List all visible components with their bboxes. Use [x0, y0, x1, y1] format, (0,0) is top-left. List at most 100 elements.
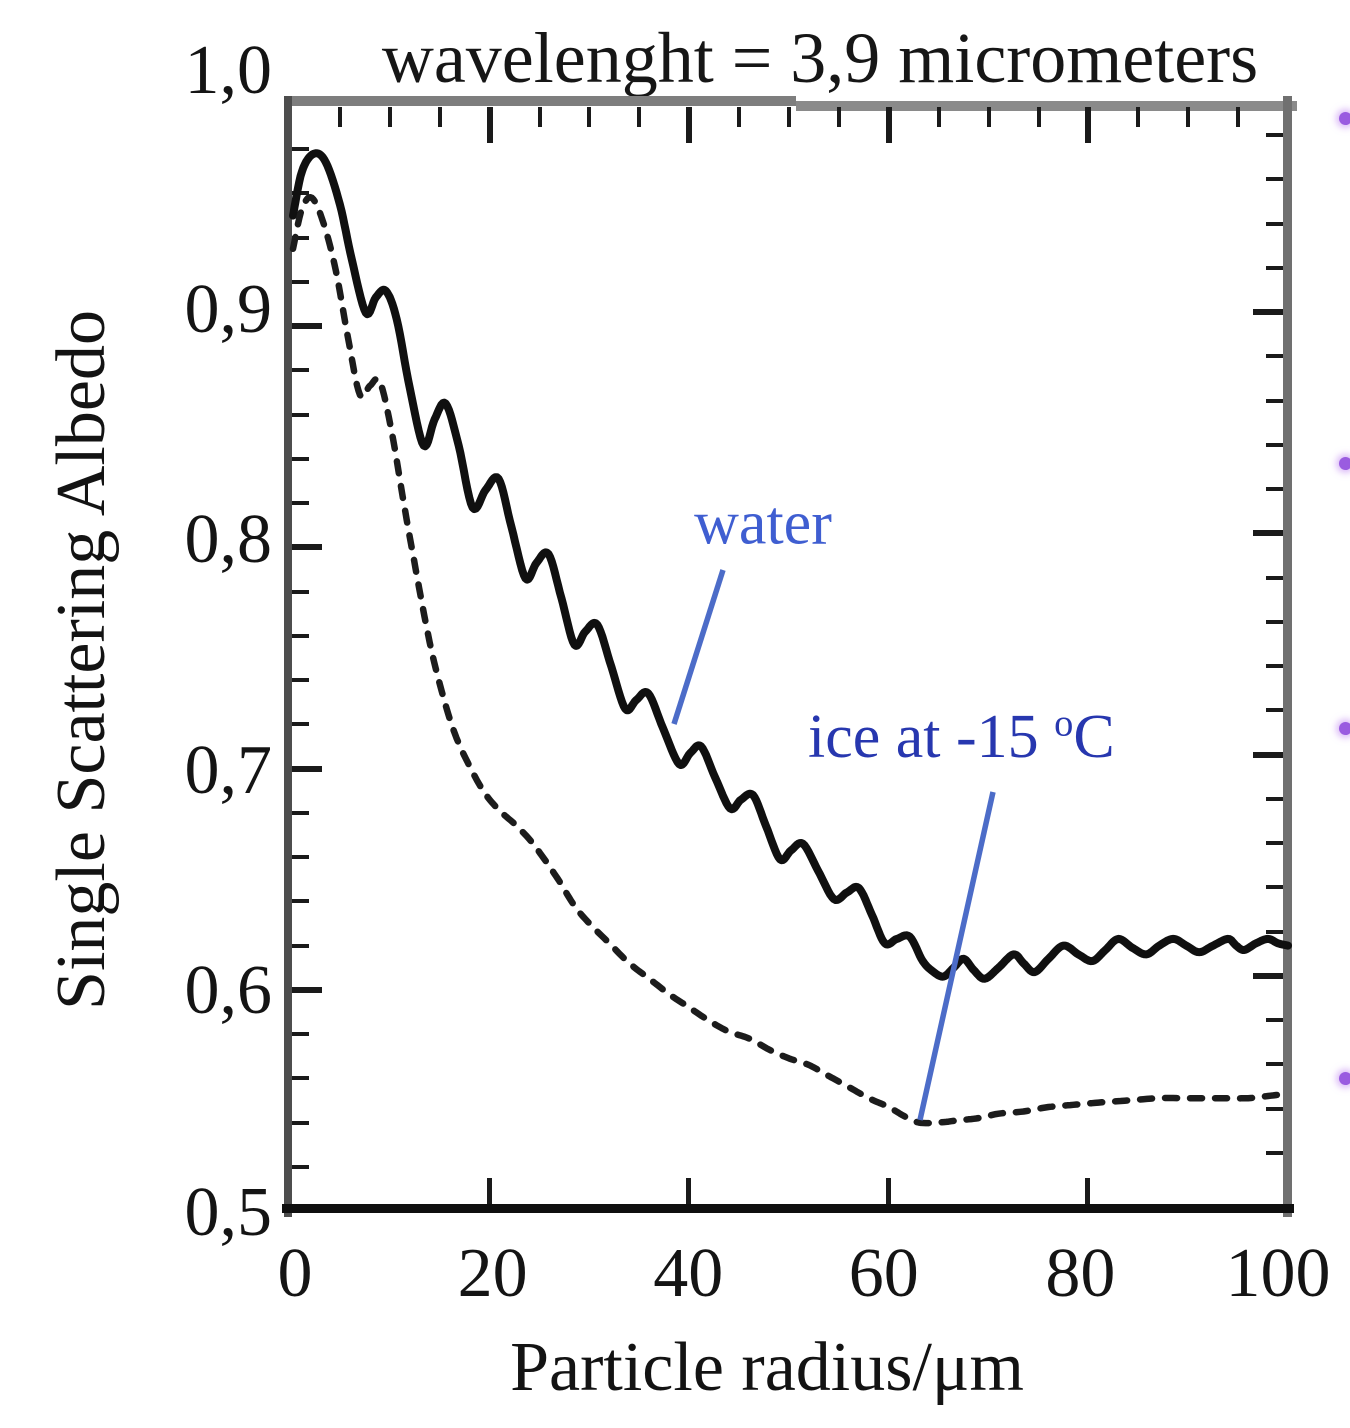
axis-tick: [292, 412, 309, 417]
ice-label: ice at -15 oC: [808, 702, 1115, 773]
axis-tick: [1266, 1018, 1283, 1023]
axis-tick: [1266, 354, 1283, 359]
axis-tick: [1266, 841, 1283, 846]
ice-curve: [289, 194, 1292, 1127]
y-tick-label: 0,7: [184, 731, 273, 809]
axis-tick: [337, 107, 342, 127]
y-tick-label: 0,6: [184, 951, 273, 1029]
axis-tick: [1236, 107, 1241, 127]
y-tick-label: 1,0: [184, 32, 273, 109]
x-tick-label: 60: [848, 1235, 919, 1312]
y-axis-title: Single Scattering Albedo: [43, 310, 120, 1010]
axis-tick: [686, 107, 693, 143]
axis-tick: [1266, 1062, 1283, 1067]
axis-tick: [1266, 1106, 1283, 1111]
axis-tick: [1253, 972, 1283, 979]
axis-tick: [637, 107, 642, 127]
axis-tick: [292, 544, 322, 551]
axis-tick: [1266, 133, 1283, 138]
plot-border-top-right-seg: [796, 101, 1297, 111]
axis-tick: [1253, 751, 1283, 758]
axis-tick: [1085, 1178, 1091, 1204]
axis-tick: [936, 107, 941, 127]
axis-tick: [292, 722, 309, 727]
axis-tick: [1266, 796, 1283, 801]
plot-area: [282, 96, 1297, 1217]
x-tick-label: 0: [277, 1235, 313, 1312]
axis-tick: [292, 501, 309, 506]
axis-tick: [292, 943, 309, 948]
axis-tick: [686, 1178, 692, 1204]
figure-title: wavelenght = 3,9 micrometers: [381, 18, 1259, 98]
water-label-text: water: [694, 489, 832, 558]
axis-tick: [1186, 107, 1191, 127]
axis-tick: [986, 107, 991, 127]
axis-tick: [1266, 487, 1283, 492]
water-pointer-line: [671, 569, 726, 725]
x-tick-label: 40: [653, 1235, 724, 1312]
x-tick-label: 20: [457, 1235, 528, 1312]
ice-label-text: ice at -15: [808, 703, 1039, 771]
scan-artifact-dot: [1339, 112, 1350, 125]
axis-tick: [437, 107, 442, 127]
axis-tick: [292, 1032, 309, 1037]
axis-tick: [292, 368, 309, 373]
axis-tick: [292, 589, 309, 594]
axis-tick: [292, 765, 322, 772]
axis-tick: [1253, 530, 1283, 537]
axis-tick: [292, 810, 309, 815]
axis-tick: [292, 279, 309, 284]
axis-tick: [737, 107, 742, 127]
axis-tick: [1253, 309, 1283, 316]
axis-tick: [292, 1076, 309, 1081]
y-tick-label: 0,9: [184, 271, 273, 349]
axis-tick: [1266, 575, 1283, 580]
axis-tick: [486, 107, 493, 143]
axis-tick: [787, 107, 791, 127]
axis-tick: [1266, 885, 1283, 890]
x-tick-label: 100: [1225, 1235, 1331, 1312]
axis-tick: [537, 107, 542, 127]
axis-tick: [292, 1164, 309, 1169]
water-label: water: [694, 489, 832, 560]
axis-tick: [292, 1120, 309, 1125]
scan-artifact-dot: [1339, 1072, 1350, 1085]
axis-tick: [1085, 107, 1092, 143]
axis-tick: [292, 899, 309, 904]
scan-artifact-dot: [1339, 457, 1350, 470]
axis-tick: [836, 107, 841, 127]
plot-border-bottom: [282, 1204, 1294, 1213]
y-tick-label: 0,5: [184, 1174, 273, 1251]
axis-tick: [1136, 107, 1141, 127]
axis-tick: [1266, 708, 1283, 713]
axis-tick: [1266, 177, 1283, 182]
ice-label-degree-sup: o: [1054, 702, 1074, 745]
axis-tick: [1266, 221, 1283, 226]
axis-tick: [1266, 442, 1283, 447]
x-axis-title: Particle radius/μm: [510, 1329, 1024, 1406]
x-tick-label: 80: [1045, 1235, 1116, 1312]
scan-artifact-dot: [1339, 722, 1350, 735]
axis-tick: [885, 107, 892, 143]
axis-tick: [292, 456, 309, 461]
axis-tick: [1266, 265, 1283, 270]
axis-tick: [885, 1178, 891, 1204]
plot-border-right: [1283, 96, 1292, 1217]
axis-tick: [1036, 107, 1041, 127]
axis-tick: [292, 986, 322, 993]
axis-tick: [1266, 1150, 1283, 1155]
axis-tick: [292, 633, 309, 638]
axis-tick: [1266, 398, 1283, 403]
axis-tick: [587, 107, 592, 127]
axis-tick: [387, 107, 392, 127]
plot-border-left: [284, 96, 292, 1217]
water-curve: [289, 149, 1292, 983]
ice-pointer-line: [917, 791, 996, 1121]
plot-canvas: [289, 149, 1292, 1127]
axis-tick: [1266, 664, 1283, 669]
axis-tick: [1266, 929, 1283, 934]
ice-label-unit: C: [1073, 703, 1115, 771]
axis-tick: [486, 1178, 492, 1204]
axis-tick: [292, 235, 309, 240]
